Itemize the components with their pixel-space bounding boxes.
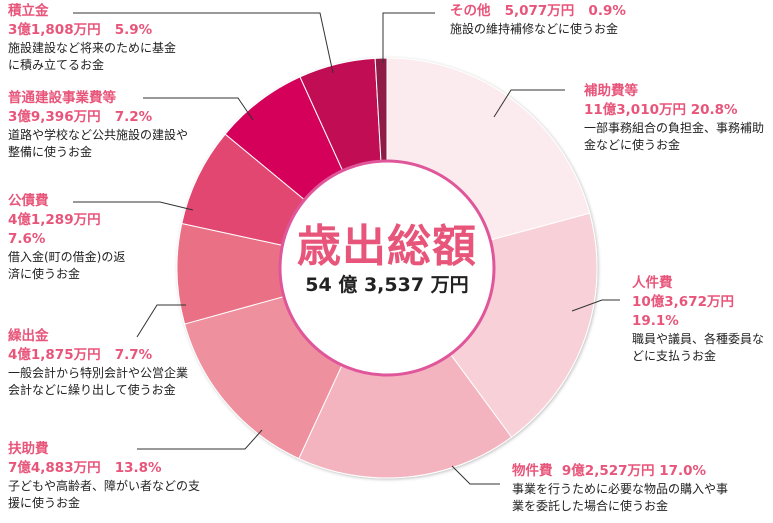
- leader-line-kousaihi: [73, 201, 194, 211]
- total-label: 歳出総額 54 億 3,537 万円: [280, 221, 494, 297]
- slice-percent: 5.9%: [114, 22, 153, 38]
- slice-desc: 事業を行うために必要な物品の購入や事業を委託した場合に使うお金: [512, 482, 729, 513]
- slice-amount: 4億1,875万円: [8, 347, 101, 363]
- leader-line-sonota: [382, 12, 435, 63]
- leader-line-fujohi: [137, 429, 263, 450]
- slice-name: 物件費: [512, 463, 553, 479]
- label-jinkenhi: 人件費 10億3,672万円 19.1% 職員や議員、各種委員などに支払うお金: [632, 274, 772, 365]
- total-amount: 54 億 3,537 万円: [305, 274, 469, 296]
- slice-percent: 17.0%: [659, 463, 707, 479]
- total-title: 歳出総額: [297, 221, 477, 272]
- leader-line-kuridashikin: [136, 304, 186, 338]
- slice-percent: 7.6%: [8, 231, 46, 247]
- label-sonota: その他 5,077万円 0.9% 施設の維持補修などに使うお金: [450, 2, 626, 38]
- slice-desc: 職員や議員、各種委員などに支払うお金: [632, 332, 765, 363]
- label-tsumitatekin: 積立金 3億1,808万円 5.9% 施設建設など将来のために基金に積み立てるお…: [8, 2, 183, 74]
- slice-name: 補助費等: [584, 83, 638, 99]
- slice-desc: 施設の維持補修などに使うお金: [450, 22, 619, 36]
- slice-name: 積立金: [8, 3, 49, 19]
- label-hojohi: 補助費等 11億3,010万円 20.8% 一部事務組合の負担金、事務補助金など…: [584, 82, 769, 154]
- slice-name: 普通建設事業費等: [8, 90, 116, 106]
- leader-line-futsu-kensetsu: [143, 97, 254, 121]
- slice-percent: 0.9%: [588, 3, 626, 19]
- slice-percent: 7.2%: [114, 109, 153, 125]
- slice-name: 公債費: [8, 193, 49, 209]
- leader-line-bukkenhi: [451, 465, 500, 485]
- slice-name: 人件費: [632, 275, 673, 291]
- slice-desc: 一部事務組合の負担金、事務補助金などに使うお金: [584, 121, 765, 152]
- slice-amount: 9億2,527万円: [561, 463, 655, 479]
- slice-amount: 10億3,672万円: [632, 294, 734, 310]
- slice-percent: 7.7%: [114, 347, 153, 363]
- slice-desc: 施設建設など将来のために基金に積み立てるお金: [8, 41, 177, 72]
- slice-desc: 借入金(町の借金)の返済に使うお金: [8, 250, 126, 281]
- slice-desc: 一般会計から特別会計や公営企業会計などに繰り出して使うお金: [8, 366, 189, 397]
- slice-amount: 3億1,808万円: [8, 22, 101, 38]
- slice-percent: 13.8%: [114, 460, 162, 476]
- leader-line-tsumitatekin: [73, 12, 334, 74]
- leader-line-hojohi: [493, 89, 565, 118]
- slice-amount: 5,077万円: [504, 3, 575, 19]
- slice-desc: 道路や学校など公共施設の建設や整備に使うお金: [8, 128, 189, 159]
- slice-amount: 3億9,396万円: [8, 109, 101, 125]
- slice-name: 扶助費: [8, 441, 49, 457]
- slice-amount: 4億1,289万円: [8, 212, 101, 228]
- slice-desc: 子どもや高齢者、障がい者などの支援に使うお金: [8, 479, 201, 510]
- slice-name: その他: [450, 3, 491, 19]
- label-kuridashikin: 繰出金 4億1,875万円 7.7% 一般会計から特別会計や公営企業会計などに繰…: [8, 327, 193, 399]
- label-kousaihi: 公債費 4億1,289万円 7.6% 借入金(町の借金)の返済に使うお金: [8, 192, 128, 283]
- slice-percent: 20.8%: [690, 102, 738, 118]
- center-circle: [278, 159, 496, 377]
- slice-percent: 19.1%: [632, 313, 679, 329]
- slice-amount: 11億3,010万円: [584, 102, 686, 118]
- slice-amount: 7億4,883万円: [8, 460, 101, 476]
- label-fujohi: 扶助費 7億4,883万円 13.8% 子どもや高齢者、障がい者などの支援に使う…: [8, 440, 208, 512]
- label-bukkenhi: 物件費 9億2,527万円 17.0% 事業を行うために必要な物品の購入や事業を…: [512, 462, 737, 515]
- leader-line-jinkenhi: [571, 299, 620, 312]
- label-futsu-kensetsu: 普通建設事業費等 3億9,396万円 7.2% 道路や学校など公共施設の建設や整…: [8, 89, 188, 161]
- slice-name: 繰出金: [8, 328, 49, 344]
